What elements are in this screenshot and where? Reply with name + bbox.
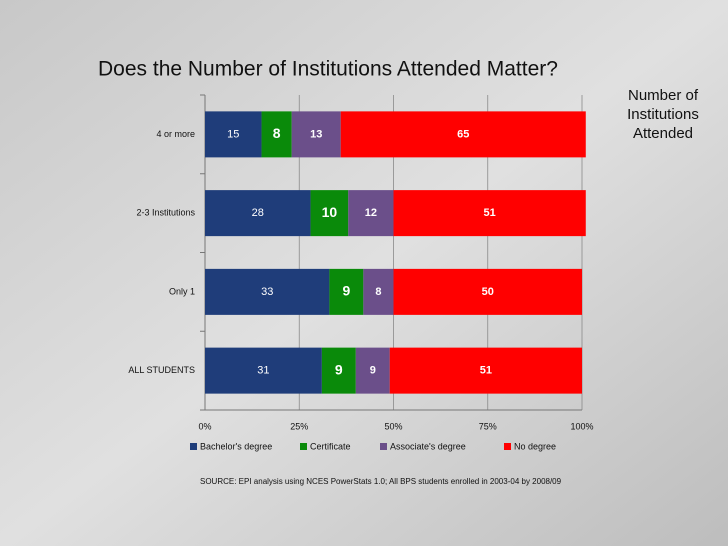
legend-swatch [504, 443, 511, 450]
value-label: 9 [335, 361, 343, 377]
bar-segment [340, 111, 586, 158]
title: Does the Number of Institutions Attended… [98, 58, 558, 81]
legend-swatch [300, 443, 307, 450]
bar-segment [205, 268, 330, 315]
value-label: 65 [457, 128, 469, 140]
value-label: 51 [484, 207, 496, 219]
bar-segment [389, 347, 582, 394]
value-label: 12 [365, 207, 377, 219]
x-tick-label: 50% [384, 421, 402, 431]
value-label: 9 [342, 283, 350, 299]
bar-segment [329, 268, 364, 315]
value-label: 50 [482, 286, 494, 298]
legend-label: Bachelor's degree [200, 441, 272, 451]
y-tick-label: 2-3 Institutions [136, 208, 195, 218]
bar-segment [310, 190, 349, 237]
legend-label: No degree [514, 441, 556, 451]
source: SOURCE: EPI analysis using NCES PowerSta… [200, 477, 562, 486]
value-label: 8 [375, 286, 381, 298]
bar-segment [205, 347, 322, 394]
value-label: 51 [480, 365, 492, 377]
x-tick-label: 25% [290, 421, 308, 431]
legend-label: Associate's degree [390, 441, 466, 451]
bar-segment [291, 111, 341, 158]
x-tick-label: 75% [479, 421, 497, 431]
side-label-line: Institutions [627, 106, 699, 123]
value-label: 31 [257, 365, 269, 377]
value-label: 10 [322, 204, 338, 220]
side-label-line: Attended [633, 125, 693, 142]
legend-swatch [190, 443, 197, 450]
value-label: 8 [273, 125, 281, 141]
bar-segment [261, 111, 292, 158]
x-tick-label: 100% [570, 421, 593, 431]
legend-swatch [380, 443, 387, 450]
bar-segment [348, 190, 394, 237]
side-label: Number of Institutions Attended [627, 87, 699, 142]
value-label: 28 [252, 207, 264, 219]
bar-segment [393, 268, 582, 315]
y-tick-label: ALL STUDENTS [128, 365, 195, 375]
value-label: 33 [261, 286, 273, 298]
y-tick-label: 4 or more [156, 129, 195, 139]
bar-segment [355, 347, 390, 394]
bar-segment [321, 347, 356, 394]
bar-segment [363, 268, 394, 315]
bar-segment [205, 111, 262, 158]
value-label: 15 [227, 128, 239, 140]
bar-segment [393, 190, 586, 237]
value-label: 13 [310, 128, 322, 140]
bar-segment [205, 190, 311, 237]
value-label: 9 [370, 365, 376, 377]
legend-label: Certificate [310, 441, 351, 451]
y-tick-label: Only 1 [169, 286, 195, 296]
x-tick-label: 0% [198, 421, 211, 431]
side-label-line: Number of [628, 87, 699, 104]
